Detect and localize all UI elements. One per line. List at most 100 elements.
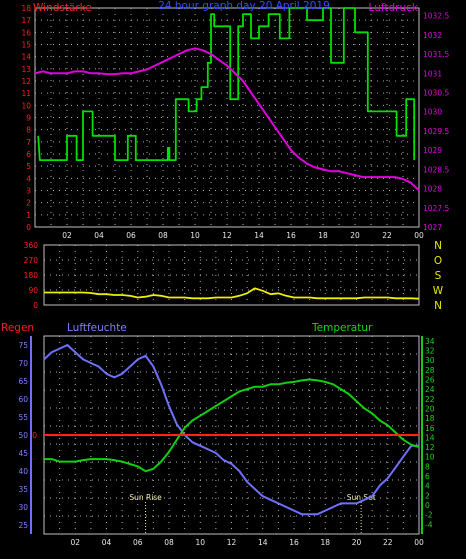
compass-label: N <box>434 240 442 252</box>
wind-series-line <box>37 7 416 161</box>
direction-tick-label: 270 <box>24 256 39 265</box>
wind-tick-label: 8 <box>26 126 31 135</box>
rain-axis-label: Regen <box>1 322 34 334</box>
x-tick-label: 06 <box>126 231 136 240</box>
pressure-series-line <box>34 47 420 192</box>
wind-tick-label: 17 <box>21 16 31 25</box>
temperature-axis-label: Temperatur <box>311 322 373 334</box>
direction-tick-label: 360 <box>24 241 39 250</box>
x-tick-label: 06 <box>133 538 143 547</box>
pressure-tick-label: 1027.5 <box>423 204 449 213</box>
humidity-tick-label: 70 <box>18 359 28 368</box>
temperature-tick-label: 10 <box>425 453 435 462</box>
pressure-tick-label: 1028.5 <box>423 165 449 174</box>
x-tick-label: 00 <box>414 538 424 547</box>
wind-tick-label: 1 <box>26 211 31 220</box>
x-tick-label: 20 <box>350 231 360 240</box>
direction-tick-label: 180 <box>24 271 39 280</box>
wind-tick-label: 14 <box>21 53 31 62</box>
x-tick-label: 14 <box>258 538 268 547</box>
temperature-tick-label: 30 <box>425 356 435 365</box>
humidity-tick-label: 50 <box>18 431 28 440</box>
x-tick-label: 22 <box>383 538 393 547</box>
x-tick-label: 14 <box>254 231 264 240</box>
temperature-tick-label: -2 <box>425 511 433 520</box>
pressure-tick-label: 1027 <box>423 223 442 232</box>
x-tick-label: 12 <box>227 538 237 547</box>
rain-tick-label: 0 <box>32 431 37 440</box>
wind-tick-label: 0 <box>26 223 31 232</box>
pressure-tick-label: 1028 <box>423 185 442 194</box>
pressure-axis-label: Luftdruck <box>369 2 419 14</box>
temperature-tick-label: 20 <box>425 404 435 413</box>
compass-label: S <box>435 270 442 282</box>
pressure-tick-label: 1030 <box>423 108 442 117</box>
pressure-tick-label: 1030.5 <box>423 89 449 98</box>
wind-tick-label: 10 <box>21 101 31 110</box>
temperature-tick-label: 32 <box>425 346 435 355</box>
temperature-tick-label: 6 <box>425 472 430 481</box>
wind-tick-label: 12 <box>21 77 31 86</box>
wind-tick-label: 5 <box>26 162 31 171</box>
x-tick-label: 04 <box>94 231 104 240</box>
temperature-tick-label: 26 <box>425 375 435 384</box>
x-tick-label: 16 <box>286 231 296 240</box>
x-tick-label: 18 <box>320 538 330 547</box>
plot-frame <box>43 244 420 306</box>
plot-frame <box>34 7 420 228</box>
temperature-tick-label: 22 <box>425 395 435 404</box>
temperature-tick-label: 34 <box>425 337 435 346</box>
x-tick-label: 20 <box>352 538 362 547</box>
temperature-series-line <box>44 378 420 473</box>
humidity-axis-label: Luftfeuchte <box>67 322 127 334</box>
wind-tick-label: 7 <box>26 138 31 147</box>
wind-tick-label: 16 <box>21 28 31 37</box>
sun-annotation: Sun Rise <box>129 493 162 502</box>
wind-tick-label: 6 <box>26 150 31 159</box>
humidity-tick-label: 45 <box>18 449 28 458</box>
direction-series-line <box>44 287 420 300</box>
direction-tick-label: 0 <box>33 301 38 310</box>
humidity-temperature-panel: 25303540455055606570750-4-20246810121416… <box>18 335 435 547</box>
pressure-tick-label: 1032 <box>423 31 442 40</box>
temperature-tick-label: 28 <box>425 366 435 375</box>
wind-tick-label: 11 <box>21 89 31 98</box>
pressure-tick-label: 1029 <box>423 146 442 155</box>
compass-label: W <box>433 285 444 297</box>
temperature-tick-label: 12 <box>425 443 435 452</box>
temperature-tick-label: 14 <box>425 433 435 442</box>
wind-pressure-panel: 012345678910111213141516171810271027.510… <box>21 4 449 240</box>
temperature-tick-label: 8 <box>425 462 430 471</box>
humidity-tick-label: 30 <box>18 503 28 512</box>
x-tick-label: 08 <box>158 231 168 240</box>
temperature-tick-label: 4 <box>425 482 430 491</box>
temperature-tick-label: 16 <box>425 424 435 433</box>
x-tick-label: 04 <box>102 538 112 547</box>
temperature-tick-label: 24 <box>425 385 435 394</box>
x-tick-label: 12 <box>222 231 232 240</box>
x-tick-label: 22 <box>382 231 392 240</box>
x-tick-label: 10 <box>195 538 205 547</box>
wind-tick-label: 15 <box>21 41 31 50</box>
temperature-tick-label: 0 <box>425 501 430 510</box>
wind-tick-label: 4 <box>26 174 31 183</box>
x-tick-label: 00 <box>414 231 424 240</box>
x-tick-label: 02 <box>62 231 72 240</box>
wind-tick-label: 9 <box>26 114 31 123</box>
humidity-tick-label: 55 <box>18 413 28 422</box>
pressure-tick-label: 1029.5 <box>423 127 449 136</box>
temperature-tick-label: 18 <box>425 414 435 423</box>
direction-tick-label: 90 <box>28 286 38 295</box>
pressure-tick-label: 1031 <box>423 69 442 78</box>
x-tick-label: 18 <box>318 231 328 240</box>
x-tick-label: 08 <box>164 538 174 547</box>
x-tick-label: 10 <box>190 231 200 240</box>
compass-label: O <box>434 255 442 267</box>
chart-title: 24 hour graph day 20 April 2019 <box>158 0 330 12</box>
sun-annotation: Sun Set <box>347 493 376 502</box>
humidity-tick-label: 65 <box>18 377 28 386</box>
x-tick-label: 16 <box>289 538 299 547</box>
